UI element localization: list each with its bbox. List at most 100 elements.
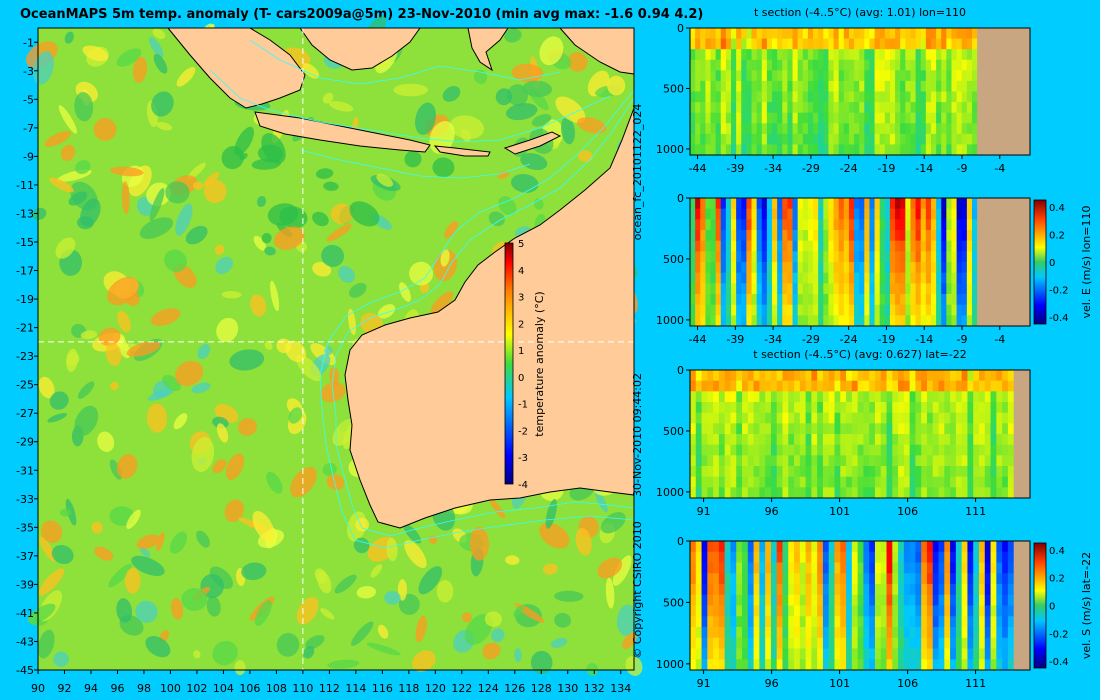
map-y-tick-label: -1 bbox=[23, 36, 34, 49]
section-cell bbox=[926, 648, 934, 660]
section-cell bbox=[915, 627, 922, 639]
section-cell bbox=[859, 144, 865, 156]
section-cell bbox=[971, 283, 978, 295]
section-cell bbox=[838, 315, 845, 327]
section-cell bbox=[788, 562, 795, 574]
section-cell bbox=[846, 584, 853, 596]
section-cell bbox=[788, 616, 795, 628]
section-cell bbox=[961, 594, 969, 607]
section-cell bbox=[1007, 573, 1015, 585]
section-cell bbox=[802, 133, 809, 146]
section-cell bbox=[971, 123, 978, 135]
section-cell bbox=[782, 616, 789, 628]
section-cell bbox=[772, 262, 778, 274]
section-cell bbox=[797, 219, 804, 231]
section-cell bbox=[961, 219, 968, 231]
section-cell bbox=[782, 38, 789, 50]
section-cell bbox=[713, 573, 720, 585]
section-cell bbox=[828, 584, 836, 596]
section-cell bbox=[741, 315, 747, 327]
section-cell bbox=[926, 402, 934, 414]
section-cell bbox=[910, 123, 917, 135]
section-cell bbox=[909, 455, 917, 467]
section-cell bbox=[794, 584, 801, 596]
section-cell bbox=[967, 487, 974, 499]
section-cell bbox=[724, 423, 732, 435]
section-cell bbox=[710, 240, 717, 252]
map-y-tick-label: -13 bbox=[16, 207, 34, 220]
section-cell bbox=[776, 412, 784, 424]
section-cell bbox=[996, 434, 1003, 446]
section-cell bbox=[898, 573, 905, 585]
section-cell bbox=[884, 315, 891, 327]
section-cell bbox=[843, 49, 850, 61]
section-cell bbox=[720, 102, 727, 114]
section-y-tick-label: 1000 bbox=[656, 314, 684, 327]
map-colorbar-tick-label: 4 bbox=[518, 266, 524, 277]
section-cell bbox=[834, 380, 841, 392]
section-cell bbox=[973, 637, 980, 650]
section-cell bbox=[903, 627, 911, 639]
section-cell bbox=[932, 648, 940, 660]
section-cell bbox=[889, 38, 896, 50]
section-cell bbox=[932, 637, 940, 650]
section-cell bbox=[759, 616, 766, 628]
section-cell bbox=[700, 262, 706, 274]
section-cell bbox=[955, 562, 963, 574]
section-cell bbox=[910, 283, 917, 295]
section-cell bbox=[736, 434, 743, 446]
section-cell bbox=[930, 49, 937, 61]
section-cell bbox=[915, 49, 922, 61]
section-cell bbox=[857, 380, 864, 392]
section-cell bbox=[690, 70, 696, 82]
section-cell bbox=[956, 49, 963, 61]
section-cell bbox=[761, 112, 768, 124]
section-cell bbox=[966, 102, 973, 114]
section-cell bbox=[794, 648, 801, 660]
section-cell bbox=[753, 391, 760, 403]
section-cell bbox=[874, 573, 882, 585]
section-cell bbox=[864, 49, 871, 61]
section-cell bbox=[951, 208, 958, 220]
section-cell bbox=[946, 283, 953, 295]
section-cell bbox=[811, 616, 818, 628]
section-cell bbox=[926, 434, 934, 446]
section-cell bbox=[818, 283, 824, 295]
section-cell bbox=[956, 283, 963, 295]
anomaly-blob bbox=[305, 635, 325, 649]
section-cell bbox=[848, 91, 855, 103]
map-y-tick-label: -45 bbox=[16, 664, 34, 677]
section-cell bbox=[707, 573, 714, 585]
section-cell bbox=[961, 240, 968, 252]
section-cell bbox=[996, 562, 1003, 574]
anomaly-blob bbox=[40, 520, 63, 543]
section-cell bbox=[956, 144, 963, 156]
section-cell bbox=[938, 616, 945, 628]
section-cell bbox=[805, 444, 812, 456]
section-cell bbox=[759, 455, 766, 467]
section-cell bbox=[720, 262, 727, 274]
section-cell bbox=[930, 251, 937, 263]
anomaly-blob bbox=[221, 290, 242, 299]
section-cell bbox=[753, 637, 760, 650]
section-cell bbox=[834, 627, 841, 639]
section-cell bbox=[802, 144, 809, 156]
section-cell bbox=[967, 659, 974, 671]
section-cell bbox=[984, 562, 992, 574]
section-cell bbox=[854, 38, 860, 50]
section-cell bbox=[828, 541, 836, 553]
section-cell bbox=[822, 370, 830, 382]
section-cell bbox=[777, 198, 783, 210]
section-cell bbox=[782, 476, 789, 488]
section-cell bbox=[817, 648, 824, 660]
section-cell bbox=[979, 648, 986, 660]
section-cell bbox=[759, 594, 766, 607]
section-cell bbox=[915, 251, 922, 263]
section-cell bbox=[736, 112, 742, 124]
section-cell bbox=[944, 541, 951, 553]
section-cell bbox=[761, 102, 768, 114]
map-x-tick-label: 134 bbox=[610, 682, 631, 695]
section-cell bbox=[955, 444, 963, 456]
map-land-java bbox=[254, 111, 431, 153]
section-cell bbox=[794, 466, 801, 478]
